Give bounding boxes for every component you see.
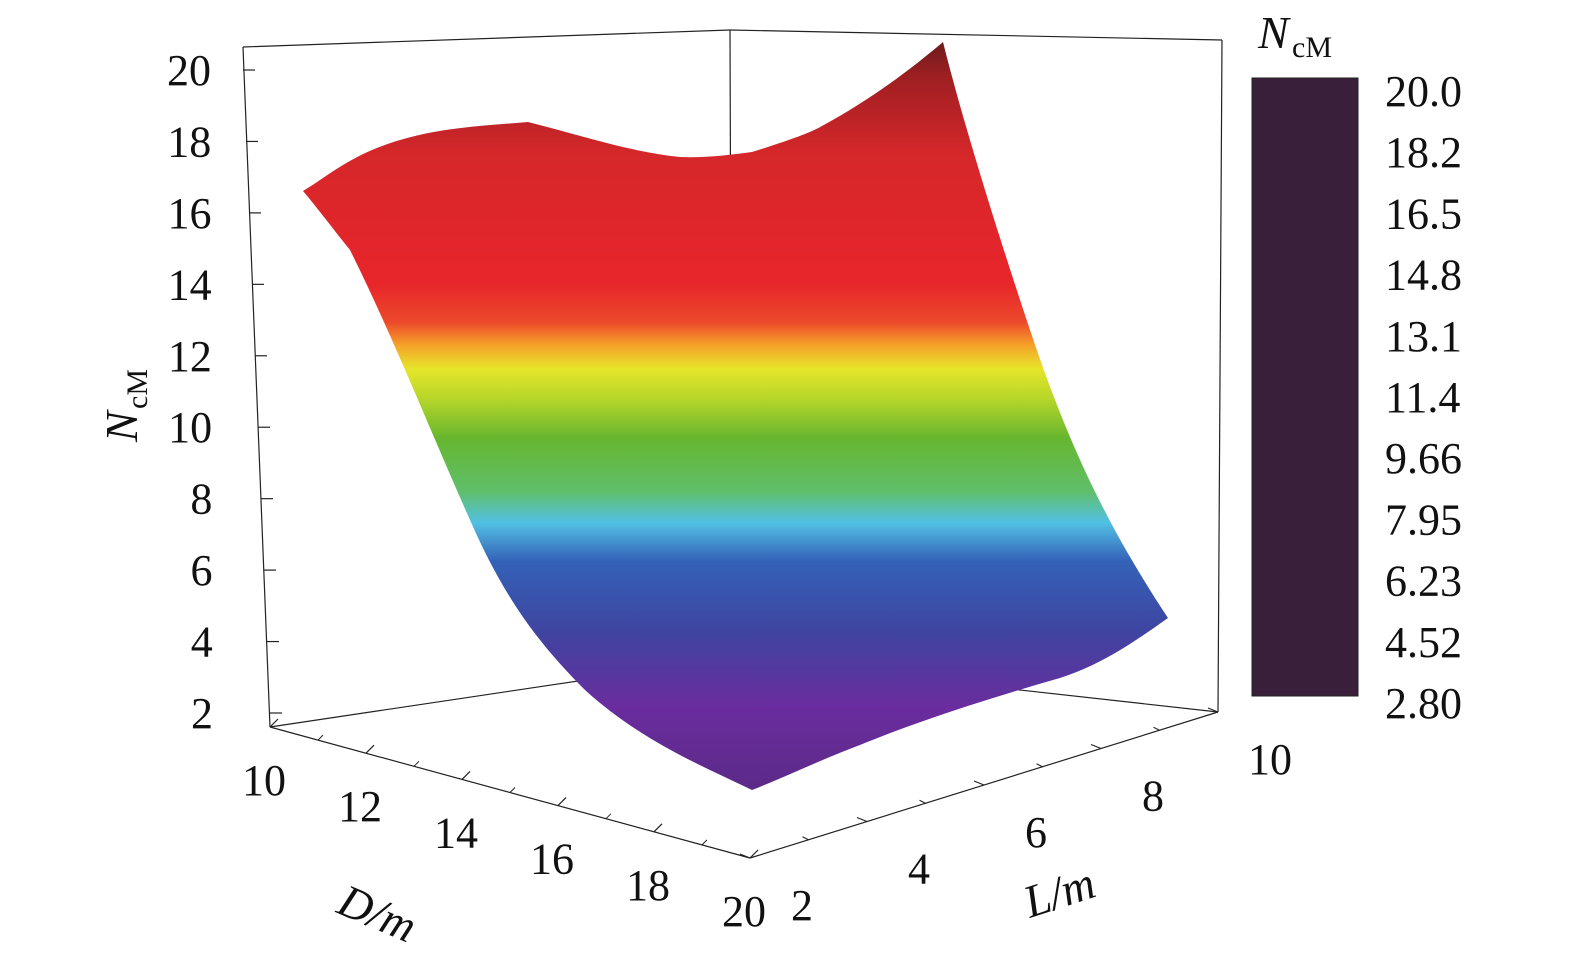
l-minor-tick-mark: [802, 836, 809, 841]
z-tick-label: 6: [191, 546, 213, 595]
l-axis-ticks: 2 4 6 8 10: [739, 707, 1292, 930]
l-tick-mark: [1207, 707, 1219, 713]
d-minor-tick-mark: [701, 839, 708, 846]
d-tick-label: 12: [338, 782, 382, 831]
colorbar-tick-label: 13.1: [1385, 312, 1462, 361]
d-tick-mark: [269, 718, 279, 728]
colorbar: N cM 20.0 18.2 16.5 14.8 13.1 11.4 9.66 7.95 6.2…: [1251, 7, 1462, 728]
d-minor-tick-mark: [509, 787, 516, 793]
z-axis-title: N cM: [96, 369, 154, 443]
d-tick-mark: [365, 744, 375, 754]
colorbar-tick-label: 16.5: [1385, 189, 1462, 238]
l-tick-mark: [856, 816, 868, 823]
d-axis-ticks: 10 12 14 16 18 20: [242, 718, 766, 936]
colorbar-tick-label: 14.8: [1385, 251, 1462, 300]
d-tick-label: 20: [722, 887, 766, 936]
z-tick-label: 4: [191, 618, 213, 667]
colorbar-title-sub: cM: [1292, 31, 1332, 64]
d-minor-tick-mark: [413, 760, 420, 767]
z-tick-label: 18: [167, 117, 211, 166]
colorbar-tick-label: 4.52: [1385, 618, 1462, 667]
l-tick-label: 10: [1248, 735, 1292, 784]
colorbar-title-main: N: [1257, 7, 1291, 58]
d-tick-mark: [749, 849, 759, 859]
l-minor-tick-mark: [1153, 726, 1160, 731]
z-tick-label: 2: [191, 689, 213, 738]
d-tick-mark: [653, 823, 663, 833]
frame-top-right: [729, 29, 1223, 41]
d-minor-tick-mark: [317, 734, 324, 741]
surface-fill: [303, 42, 1168, 790]
frame-left-back-vertical: [242, 46, 271, 728]
frame-right-vertical: [1217, 39, 1223, 713]
colorbar-tick-label: 6.23: [1385, 557, 1462, 606]
l-tick-label: 2: [791, 881, 813, 930]
l-tick-label: 6: [1025, 808, 1047, 857]
d-axis-title: D/m: [330, 874, 424, 952]
z-tick-label: 14: [168, 260, 212, 309]
z-axis-title-sub: cM: [121, 369, 154, 409]
d-tick-label: 16: [530, 835, 574, 884]
l-minor-tick-mark: [1036, 763, 1043, 768]
z-axis-title-main: N: [96, 409, 147, 443]
l-tick-label: 8: [1142, 772, 1164, 821]
l-tick-mark: [973, 780, 985, 786]
z-tick-label: 12: [168, 332, 212, 381]
surface: [303, 42, 1168, 790]
z-tick-label: 16: [167, 189, 211, 238]
frame-top-left: [242, 29, 731, 48]
colorbar-tick-label: 2.80: [1385, 679, 1462, 728]
z-axis-ticks: 2 4 6 8 10 12 14 16 18 20: [167, 46, 282, 738]
d-tick-mark: [557, 797, 567, 807]
l-tick-mark: [739, 853, 751, 859]
colorbar-tick-label: 20.0: [1385, 67, 1462, 116]
d-tick-mark: [461, 770, 471, 780]
colorbar-scale: [1251, 77, 1359, 697]
z-tick-label: 10: [168, 403, 212, 452]
d-tick-label: 10: [242, 756, 286, 805]
z-tick-label: 8: [190, 475, 212, 524]
colorbar-tick-label: 11.4: [1385, 373, 1460, 422]
l-minor-tick-mark: [919, 799, 926, 804]
colorbar-tick-label: 9.66: [1385, 434, 1462, 483]
d-minor-tick-mark: [605, 813, 612, 820]
d-tick-label: 14: [434, 808, 478, 857]
colorbar-tick-label: 18.2: [1385, 128, 1462, 177]
l-tick-mark: [1090, 743, 1102, 750]
z-tick-label: 20: [167, 46, 211, 95]
l-axis-title: L/m: [1016, 857, 1101, 928]
colorbar-tick-label: 7.95: [1385, 495, 1462, 544]
colorbar-tick-labels: 20.0 18.2 16.5 14.8 13.1 11.4 9.66 7.95 6.23 4.52…: [1385, 67, 1462, 728]
l-tick-label: 4: [908, 845, 930, 894]
d-tick-label: 18: [626, 861, 670, 910]
